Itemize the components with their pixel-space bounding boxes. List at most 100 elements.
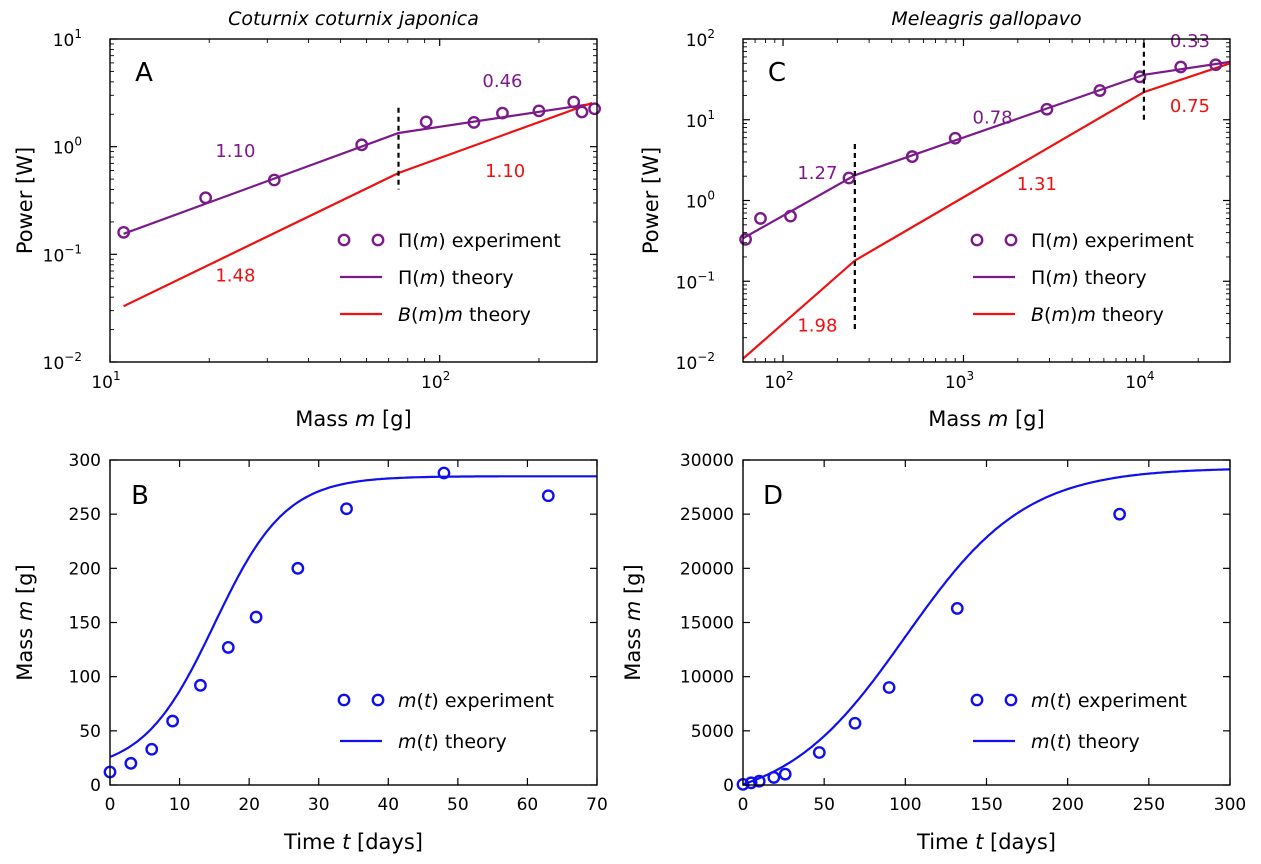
pi-experiment-marker [267,173,281,187]
x-axis-label: Time t [days] [916,830,1056,854]
y-tick-label: 100 [686,189,715,213]
mt-theory-line [743,468,1230,785]
panel-title: Coturnix coturnix japonica [228,8,479,30]
x-tick-label: 30 [308,795,330,815]
x-tick-label: 20 [238,795,260,815]
slope-annotation: 1.48 [215,265,255,286]
mt-experiment-marker [221,641,235,654]
panel-c-power-turkey: 102 103 104 10−2 10−1 100 101 102 1.27 0.78 0.33 0.… [639,8,1231,431]
legend-marker [970,693,984,707]
mt-experiment-marker [882,681,896,694]
y-axis-label: Mass m [g] [13,564,37,680]
y-tick-label: 5000 [691,722,734,742]
y-tick-label: 0 [723,776,734,796]
y-tick-label: 100 [53,135,82,159]
mt-experiment-marker [249,610,263,624]
slope-annotation: 1.31 [1017,174,1057,195]
pi-experiment-marker [1209,58,1223,72]
legend-label-mt-theory: m(t) theory [398,731,507,753]
axes-frame [742,459,1231,786]
mt-experiment-marker [767,771,781,784]
bm-theory-line [743,62,1230,360]
x-tick-label: 10 [169,795,191,815]
mt-experiment-marker [848,716,862,730]
mt-experiment-marker [752,774,766,788]
y-tick-label: 15000 [680,614,734,634]
y-tick-label: 10000 [680,668,734,688]
mt-experiment-marker [744,776,758,790]
slope-annotation: 1.98 [797,315,837,336]
y-tick-label: 300 [69,451,101,471]
x-tick-label: 250 [1133,795,1165,815]
x-tick-label: 70 [586,795,608,815]
x-tick-label: 150 [970,795,1002,815]
mt-experiment-marker [778,767,792,781]
x-tick-label: 103 [945,369,974,393]
y-tick-label: 101 [686,108,715,132]
pi-experiment-marker [575,105,589,119]
legend-label-mt-theory: m(t) theory [1031,731,1140,753]
panel-letter: A [135,58,153,88]
plot-area [743,468,1230,785]
mt-experiment-marker [340,502,353,516]
mt-experiment-marker [124,756,138,770]
slope-annotation: 0.75 [1170,96,1210,117]
y-tick-label: 20000 [680,559,734,579]
legend-marker [1004,693,1018,707]
y-tick-label: 200 [69,559,101,579]
pi-experiment-marker [199,191,213,205]
mt-theory-line [110,475,597,758]
y-tick-label: 50 [79,722,101,742]
axes-frame [109,459,598,786]
x-tick-label: 50 [447,795,469,815]
pi-experiment-marker [1093,84,1107,97]
slope-annotation: 1.27 [797,163,837,184]
x-tick-label: 0 [738,795,749,815]
y-tick-label: 150 [69,614,101,634]
pi-experiment-marker [567,95,581,109]
pi-experiment-marker [754,212,767,225]
y-tick-label: 10−2 [676,350,715,374]
y-tick-label: 0 [90,776,101,796]
x-tick-label: 102 [421,369,450,393]
slope-annotation: 1.10 [485,161,525,182]
pi-experiment-marker [739,232,752,246]
x-tick-label: 101 [91,369,120,393]
pi-experiment-marker [532,104,546,118]
panel-b-growth-quail: 0 10 20 30 40 50 60 70 0 50 100 150 200 250 300 m(t) ex… [13,451,608,854]
slope-annotation: 0.33 [1170,31,1210,52]
pi-experiment-marker [117,225,131,239]
plot-area [110,475,597,758]
plot-area [123,101,593,308]
y-tick-label: 102 [686,27,715,51]
legend-marker [371,233,385,247]
legend-label-pi-theory: Π(m) theory [1031,267,1147,289]
mt-experiment-marker [437,466,451,480]
pi-experiment-marker [467,116,481,129]
slope-annotation: 0.78 [973,107,1013,128]
legend-label-bm-theory: B(m)m theory [1031,304,1164,326]
bm-theory-line [123,101,593,308]
x-tick-label: 102 [764,369,793,393]
pi-experiment-marker [1040,102,1054,116]
pi-experiment-marker [1133,70,1147,84]
legend-label-pi-experiment: Π(m) experiment [398,230,561,252]
y-axis-label: Power [W] [639,147,663,254]
y-tick-label: 25000 [680,505,734,525]
mt-experiment-marker [1113,507,1127,521]
pi-experiment-marker [588,102,601,116]
pi-theory-line [123,102,593,235]
panel-letter: C [768,58,786,88]
pi-experiment-marker [842,171,856,185]
pi-experiment-marker [784,209,797,223]
pi-experiment-marker [355,138,369,152]
y-tick-label: 101 [53,27,82,51]
legend-label-mt-experiment: m(t) experiment [398,690,554,712]
x-axis-label: Mass m [g] [295,407,411,431]
panel-letter: B [131,481,149,511]
slope-annotation: 0.46 [482,71,522,92]
x-tick-label: 100 [889,795,921,815]
mt-experiment-marker [541,489,555,503]
x-axis-label: Mass m [g] [928,407,1044,431]
y-tick-label: 30000 [680,451,734,471]
